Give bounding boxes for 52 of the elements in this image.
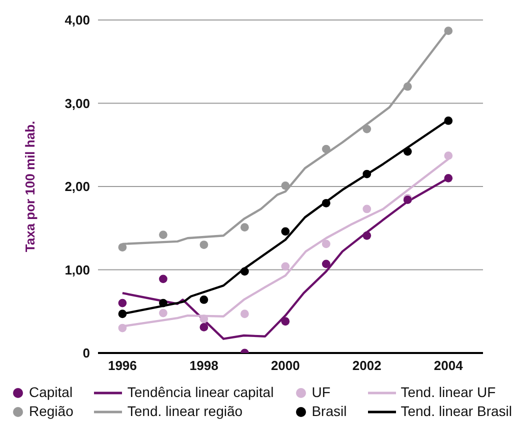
point: [322, 144, 330, 154]
legend-label: Capital: [29, 383, 73, 402]
x-tick-label: 1996: [108, 358, 137, 374]
point: [200, 296, 208, 304]
legend-label: Tendência linear capital: [127, 383, 274, 402]
point: [281, 262, 290, 271]
y-tick-label: 0: [82, 346, 90, 361]
x-tick-label: 2004: [434, 358, 464, 374]
y-tick-label: 1,00: [64, 262, 90, 278]
point: [322, 240, 330, 248]
point: [281, 181, 290, 190]
point: [444, 26, 453, 36]
legend-label: Região: [29, 402, 74, 421]
point: [118, 324, 127, 332]
point: [322, 260, 330, 268]
legend-label: UF: [312, 383, 330, 402]
point: [158, 230, 168, 239]
point: [444, 174, 453, 182]
point: [200, 314, 208, 324]
point: [158, 274, 168, 284]
point: [158, 298, 168, 308]
point: [240, 310, 249, 318]
point: [362, 124, 372, 134]
point: [403, 147, 412, 156]
y-tick-label: 4,00: [64, 12, 90, 28]
point: [281, 227, 290, 236]
legend-label: Tend. linear Brasil: [400, 402, 512, 421]
x-tick-label: 2000: [270, 358, 300, 374]
y-tick-label: 3,00: [64, 96, 90, 111]
x-tick-label: 1998: [189, 358, 218, 374]
legend-label: Brasil: [312, 402, 347, 421]
point: [362, 170, 372, 178]
point: [362, 231, 372, 240]
point: [240, 223, 249, 232]
point: [158, 308, 168, 318]
point: [118, 243, 127, 252]
x-tick-label: 2002: [352, 358, 382, 374]
point: [118, 298, 127, 308]
y-axis-title: Taxa por 100 mil hab.: [22, 120, 38, 252]
point: [240, 267, 249, 276]
point: [403, 82, 412, 91]
point: [322, 198, 330, 208]
point: [118, 310, 127, 318]
point: [281, 317, 290, 326]
y-tick-label: 2,00: [64, 179, 90, 194]
point: [200, 240, 208, 249]
point: [444, 116, 453, 125]
legend-label: Tend. linear região: [127, 402, 243, 421]
point: [444, 151, 453, 160]
point: [362, 204, 372, 214]
legend-label: Tend. linear UF: [400, 383, 496, 402]
point: [200, 322, 208, 332]
